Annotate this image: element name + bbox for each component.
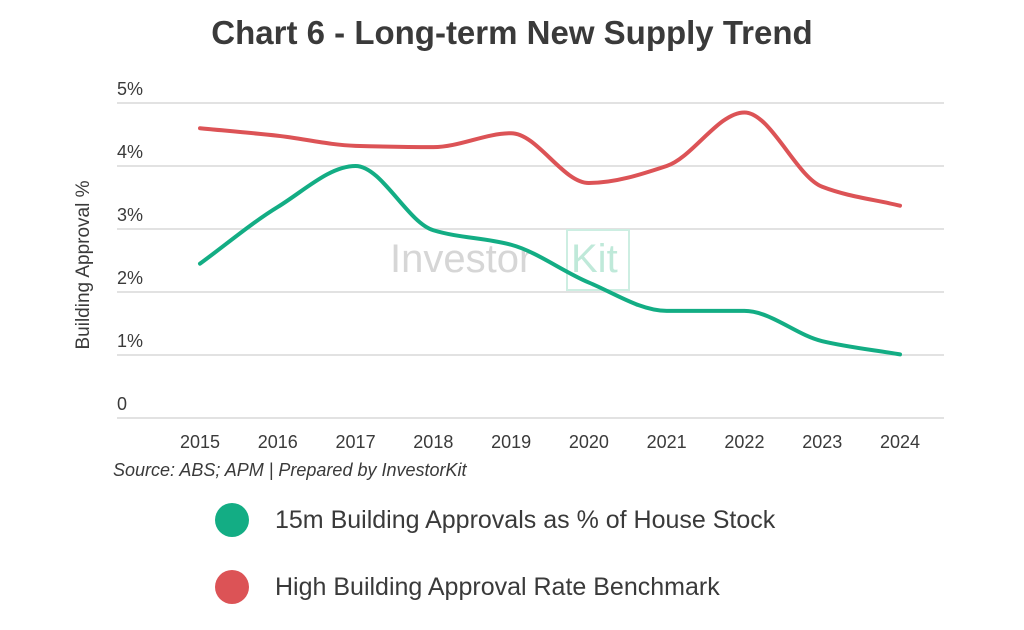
series-lines — [198, 110, 902, 357]
x-tick-label: 2021 — [647, 432, 687, 452]
x-tick-label: 2022 — [724, 432, 764, 452]
gridlines — [117, 102, 944, 419]
y-tick-label: 4% — [117, 142, 143, 162]
x-tick-label: 2016 — [258, 432, 298, 452]
x-tick-label: 2018 — [413, 432, 453, 452]
legend-swatch-approvals — [215, 503, 249, 537]
legend-swatch-benchmark — [215, 570, 249, 604]
x-tick-label: 2020 — [569, 432, 609, 452]
source-note: Source: ABS; APM | Prepared by InvestorK… — [113, 460, 467, 480]
watermark-box — [566, 229, 630, 291]
y-tick-label: 5% — [117, 79, 143, 99]
series-line-benchmark — [198, 110, 902, 208]
y-tick-label: 1% — [117, 331, 143, 351]
x-tick-label: 2015 — [180, 432, 220, 452]
watermark: Investor Kit — [390, 229, 630, 291]
watermark-accent: Kit — [571, 237, 618, 281]
legend-label-benchmark: High Building Approval Rate Benchmark — [275, 572, 720, 601]
x-tick-label: 2019 — [491, 432, 531, 452]
chart-title: Chart 6 - Long-term New Supply Trend — [211, 14, 813, 51]
y-tick-label: 3% — [117, 205, 143, 225]
x-tick-label: 2023 — [802, 432, 842, 452]
x-tick-labels: 2015 2016 2017 2018 2019 2020 2021 2022 2023 2024 — [180, 432, 920, 452]
y-tick-label: 2% — [117, 268, 143, 288]
y-tick-labels: 0 1% 2% 3% 4% 5% — [117, 79, 143, 414]
legend-label-approvals: 15m Building Approvals as % of House Sto… — [275, 505, 776, 534]
legend-item-benchmark: High Building Approval Rate Benchmark — [215, 570, 720, 604]
y-axis-title: Building Approval % — [73, 180, 94, 349]
series-line-approvals — [198, 164, 902, 357]
x-tick-label: 2024 — [880, 432, 920, 452]
legend-item-approvals: 15m Building Approvals as % of House Sto… — [215, 503, 775, 537]
x-tick-label: 2017 — [336, 432, 376, 452]
y-tick-label: 0 — [117, 394, 127, 414]
